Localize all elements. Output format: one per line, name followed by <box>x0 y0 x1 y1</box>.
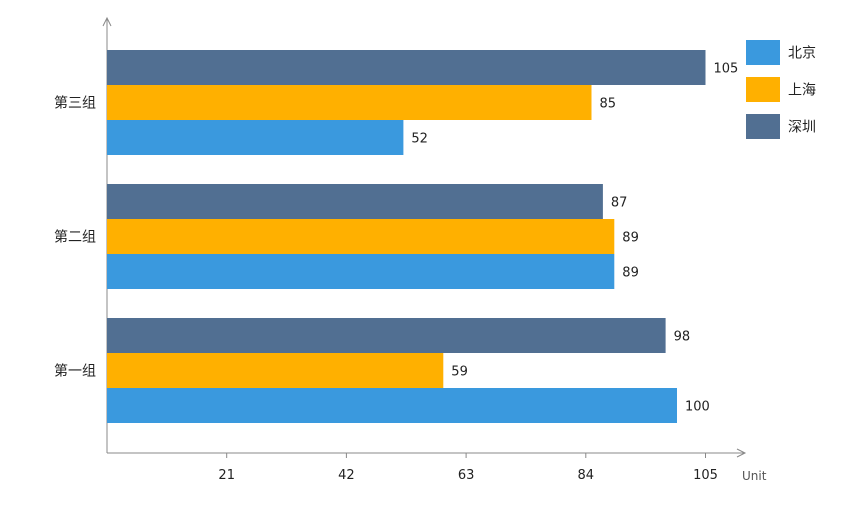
bars <box>107 50 706 423</box>
data-label-北京-第三组: 52 <box>411 132 428 147</box>
data-label-北京-第二组: 89 <box>622 266 639 281</box>
bar-上海-第三组 <box>107 85 592 120</box>
x-tick-label: 63 <box>458 468 475 483</box>
y-axis-arrow <box>102 16 112 27</box>
legend-swatch-上海 <box>746 77 780 102</box>
y-category-label: 第二组 <box>54 229 96 246</box>
data-label-北京-第一组: 100 <box>685 400 710 415</box>
legend-label-上海: 上海 <box>788 83 816 99</box>
data-label-深圳-第三组: 105 <box>714 62 739 77</box>
data-label-上海-第二组: 89 <box>622 231 639 246</box>
bar-深圳-第三组 <box>107 50 706 85</box>
legend-swatch-深圳 <box>746 114 780 139</box>
bar-北京-第三组 <box>107 120 404 155</box>
y-category-label: 第一组 <box>54 363 96 380</box>
bar-深圳-第一组 <box>107 318 666 353</box>
bar-北京-第二组 <box>107 254 615 289</box>
x-unit-label: Unit <box>742 469 767 483</box>
x-tick-label: 42 <box>338 468 355 483</box>
x-tick-label: 84 <box>578 468 595 483</box>
legend-swatch-北京 <box>746 40 780 65</box>
x-tick-label: 105 <box>693 468 718 483</box>
x-axis-arrow <box>736 448 747 458</box>
data-label-深圳-第二组: 87 <box>611 196 628 211</box>
bar-深圳-第二组 <box>107 184 603 219</box>
data-label-上海-第三组: 85 <box>600 97 617 112</box>
data-label-深圳-第一组: 98 <box>674 330 691 345</box>
legend-label-深圳: 深圳 <box>788 120 816 136</box>
y-category-label: 第三组 <box>54 95 96 112</box>
legend-label-北京: 北京 <box>788 46 816 62</box>
data-labels: 100 59 98 89 89 87 52 85 105 <box>411 62 738 415</box>
bar-北京-第一组 <box>107 388 677 423</box>
data-label-上海-第一组: 59 <box>451 365 468 380</box>
bar-上海-第一组 <box>107 353 444 388</box>
x-tick-label: 21 <box>218 468 235 483</box>
bar-上海-第二组 <box>107 219 615 254</box>
axes: 21 42 63 84 105 Unit 第一组 第二组 第三组 <box>54 16 767 483</box>
